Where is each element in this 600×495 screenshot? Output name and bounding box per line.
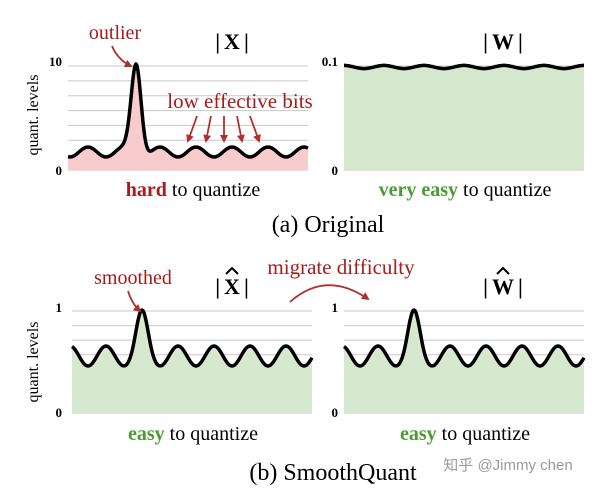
migrate-difficulty-arrow — [289, 284, 370, 303]
caption-a-x: hard to quantize — [126, 179, 261, 201]
title-letter: W — [492, 29, 514, 54]
caption-b-x-strong: easy — [128, 423, 165, 445]
caption-b-x-rest: to quantize — [170, 423, 258, 445]
caption-b-w-rest: to quantize — [442, 423, 530, 445]
caption-b-x: easy to quantize — [128, 423, 258, 445]
caption-a: (a) Original — [272, 212, 385, 238]
area-fill-b-w — [344, 310, 584, 413]
caption-a-x-strong: hard — [126, 179, 167, 201]
outlier-label: outlier — [89, 22, 142, 44]
area-fill-a-w — [344, 65, 584, 170]
area-fill-b-x — [72, 310, 312, 413]
caption-a-x-rest: to quantize — [172, 179, 260, 201]
title-letter: W — [492, 274, 514, 299]
panel-b-w-chart: 1 0 | W | easy to quantize — [332, 266, 586, 445]
title-bar-right: | — [244, 274, 249, 299]
panel-b-x-chart: 1 0 | X | smoothed easy to quantize — [56, 266, 314, 445]
smoothed-label: smoothed — [94, 267, 172, 289]
activation-curve-a-x — [67, 62, 309, 159]
title-bar-left: | — [215, 29, 220, 54]
y-axis-label-b: quant. levels — [25, 322, 42, 403]
outlier-arrow — [111, 45, 133, 68]
y-min-label-a-w: 0 — [332, 163, 339, 178]
hat-icon — [225, 266, 239, 275]
title-bar-right: | — [518, 29, 523, 54]
panel-title-a-w: | W | — [483, 29, 523, 54]
y-max-label-a-w: 0.1 — [322, 54, 338, 69]
watermark: 知乎 @Jimmy chen — [443, 457, 572, 474]
hat-icon — [496, 266, 510, 275]
y-min-label-b-w: 0 — [332, 405, 339, 420]
title-letter: X — [224, 29, 240, 54]
panel-title-b-w: | W | — [483, 274, 523, 299]
weight-curve-a-w — [343, 63, 585, 71]
smoothed-arrow — [127, 290, 142, 313]
area-fill-a-x — [68, 64, 308, 170]
title-bar-left: | — [483, 29, 488, 54]
caption-a-w: very easy to quantize — [379, 179, 552, 201]
activation-curve-b-x — [70, 308, 314, 368]
title-bar-right: | — [518, 274, 523, 299]
low-effective-bits-label: low effective bits — [167, 89, 312, 113]
y-axis-label-a: quant. levels — [25, 75, 42, 156]
y-max-label-b-x: 1 — [56, 300, 63, 315]
panel-title-b-x: | X | — [215, 274, 249, 299]
panel-a-x-chart: 10 0 | X | outlier low effective bits hard… — [49, 22, 313, 201]
caption-b: (b) SmoothQuant — [249, 460, 417, 486]
caption-b-w: easy to quantize — [400, 423, 530, 445]
title-bar-left: | — [483, 274, 488, 299]
y-min-label-a-x: 0 — [56, 163, 63, 178]
caption-b-w-strong: easy — [400, 423, 437, 445]
y-max-label-a-x: 10 — [49, 54, 62, 69]
title-letter: X — [224, 274, 240, 299]
title-bar-right: | — [244, 29, 249, 54]
y-min-label-b-x: 0 — [56, 405, 63, 420]
migrate-difficulty-label: migrate difficulty — [267, 255, 415, 279]
panel-title-a-x: | X | — [215, 29, 249, 54]
title-bar-left: | — [215, 274, 220, 299]
panel-a-w-chart: 0.1 0 | W | very easy to quantize — [322, 29, 585, 201]
caption-a-w-strong: very easy — [379, 179, 458, 201]
caption-a-w-rest: to quantize — [463, 179, 551, 201]
weight-curve-b-w — [342, 308, 586, 368]
y-max-label-b-w: 1 — [332, 300, 339, 315]
low-bits-arrows — [186, 115, 261, 143]
